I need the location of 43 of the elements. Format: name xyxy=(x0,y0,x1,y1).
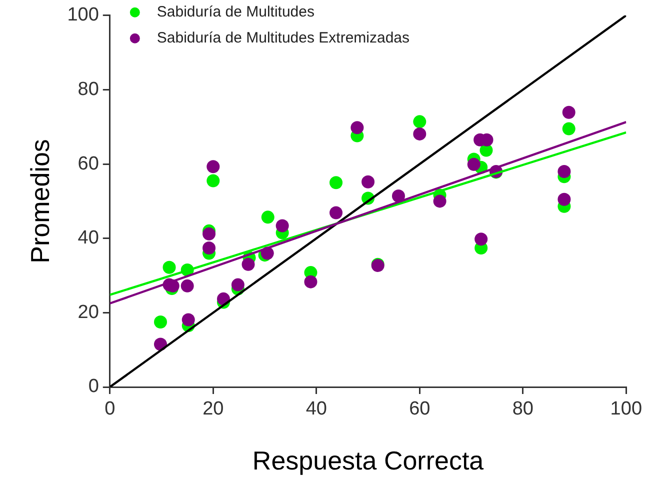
point xyxy=(330,176,343,190)
point xyxy=(202,227,216,240)
y-tick-label: 60 xyxy=(78,153,99,174)
point xyxy=(562,106,576,119)
point xyxy=(467,158,480,171)
point xyxy=(276,219,289,232)
point xyxy=(558,192,571,206)
legend-label: Sabiduría de Multitudes Extremizadas xyxy=(156,30,410,47)
y-tick-label: 0 xyxy=(88,376,99,398)
point xyxy=(182,313,195,326)
point xyxy=(558,164,571,178)
point xyxy=(242,258,255,271)
y-tick-label: 100 xyxy=(67,4,99,26)
x-tick-label: 60 xyxy=(409,398,430,420)
point xyxy=(433,194,446,208)
y-tick-label: 80 xyxy=(78,78,99,100)
point xyxy=(261,210,274,224)
x-tick-label: 100 xyxy=(610,398,642,420)
point xyxy=(206,160,220,174)
y-axis-title: Promedios xyxy=(24,139,55,264)
legend-label: Sabiduría de Multitudes xyxy=(156,4,315,21)
point xyxy=(202,242,216,255)
point xyxy=(180,279,194,292)
point xyxy=(413,115,426,128)
x-tick-label: 40 xyxy=(306,398,327,420)
point xyxy=(206,174,220,188)
y-tick-label: 20 xyxy=(78,302,99,323)
point xyxy=(330,206,343,220)
point xyxy=(231,278,244,292)
y-tick-label: 40 xyxy=(78,228,99,249)
x-tick-label: 20 xyxy=(202,398,224,420)
point xyxy=(162,260,176,274)
x-tick-label: 80 xyxy=(512,398,534,420)
point xyxy=(304,275,318,288)
point xyxy=(474,232,488,246)
point xyxy=(350,121,364,134)
x-axis-title: Respuesta Correcta xyxy=(252,446,484,476)
point xyxy=(413,127,426,140)
point xyxy=(392,190,405,202)
point xyxy=(154,315,167,328)
point xyxy=(362,175,375,188)
point xyxy=(562,122,576,136)
x-tick-label: 0 xyxy=(104,398,116,420)
